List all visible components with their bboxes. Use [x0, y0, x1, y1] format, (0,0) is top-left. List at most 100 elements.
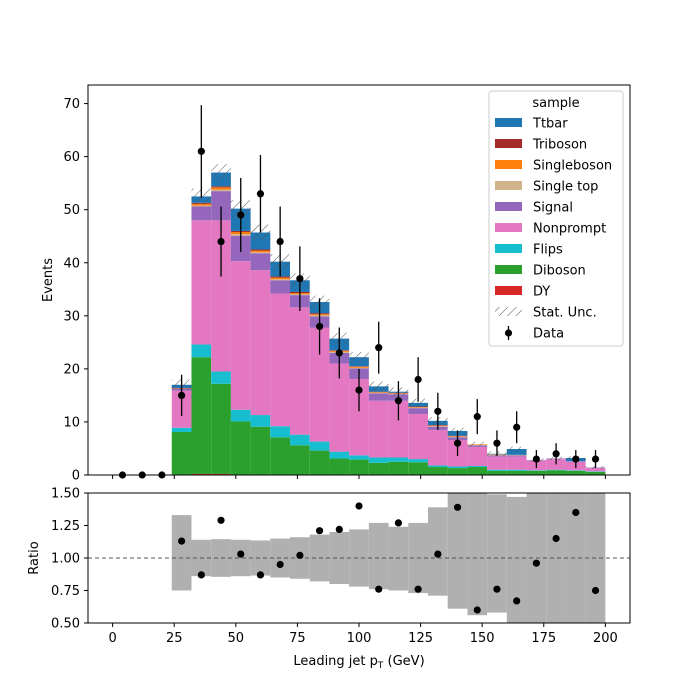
bar-nonprompt-24: [585, 468, 606, 472]
bar-singleboson-15: [408, 407, 428, 408]
data-point-13: [375, 344, 383, 352]
data-point-7: [256, 190, 265, 198]
bar-singleboson-7: [250, 250, 271, 253]
bar-triboson-8: [270, 276, 291, 278]
legend-frame: [488, 90, 624, 347]
ratio-point-15: [473, 606, 481, 614]
ratio-point-13: [434, 550, 442, 558]
stat-unc-12: [349, 351, 369, 363]
ratio-y-tick-label-0: 0.50: [51, 617, 80, 632]
ratio-band-11: [388, 526, 409, 591]
bar-single-top-12: [349, 367, 369, 369]
bar-nonprompt-7: [250, 270, 271, 416]
bar-nonprompt-18: [467, 446, 488, 466]
bar-nonprompt-16: [427, 429, 448, 466]
ratio-panel: 0.50 0.75 1.00 1.25 1.50 0 25 50 75 100 125 150 175…: [27, 487, 631, 671]
legend-label-1: Triboson: [532, 138, 587, 153]
bar-flips-4: [191, 344, 212, 358]
legend-label-2: Singleboson: [533, 159, 612, 174]
stat-unc-20: [506, 446, 527, 452]
ratio-point-20: [572, 508, 580, 517]
data-point-9: [296, 275, 304, 283]
data-point-6: [237, 211, 245, 219]
legend-label-10: Data: [533, 327, 564, 342]
data-point-10: [315, 322, 324, 331]
bar-single-top-15: [408, 407, 428, 409]
stat-unc-13: [368, 381, 389, 392]
bar-signal-4: [191, 206, 212, 221]
x-tick-label-6: 150: [470, 631, 495, 646]
legend-label-9: Stat. Unc.: [533, 306, 597, 321]
ratio-point-8: [335, 525, 343, 534]
bar-diboson-3: [171, 432, 192, 475]
legend-swatch-1: [495, 139, 522, 148]
ratio-point-7: [315, 527, 324, 535]
legend-label-7: Diboson: [533, 264, 586, 279]
bar-diboson-23: [565, 470, 586, 475]
ratio-band-4: [250, 540, 271, 576]
data-point-3: [178, 391, 186, 400]
legend-swatch-2: [495, 160, 522, 169]
legend-swatch-0: [495, 118, 522, 127]
legend-swatch-5: [495, 223, 522, 232]
main-panel: 0 10 20 30 40 50 60 70 Events: [41, 84, 631, 484]
bar-diboson-4: [191, 357, 212, 474]
ratio-point-6: [296, 551, 304, 560]
x-tick-label-0: 0: [108, 631, 116, 646]
bar-nonprompt-11: [329, 363, 350, 452]
data-point-19: [493, 439, 501, 447]
bar-diboson-5: [211, 383, 231, 474]
ratio-points: [178, 502, 600, 614]
y-tick-label-0: 0: [72, 469, 80, 484]
bar-nonprompt-20: [506, 456, 527, 470]
legend-label-4: Signal: [533, 201, 573, 216]
bar-flips-20: [506, 469, 527, 471]
bar-diboson-19: [487, 470, 507, 475]
ratio-band-17: [506, 496, 527, 623]
bar-singleboson-12: [349, 366, 369, 368]
legend-title: sample: [532, 96, 579, 111]
ratio-y-axis: 0.50 0.75 1.00 1.25 1.50: [51, 487, 88, 632]
bar-signal-5: [211, 191, 231, 221]
bar-flips-12: [349, 455, 369, 460]
y-tick-label-7: 70: [63, 97, 80, 112]
bar-nonprompt-6: [230, 261, 251, 410]
ratio-point-16: [493, 585, 501, 593]
data-point-20: [513, 423, 521, 431]
legend-swatch-3: [495, 181, 522, 190]
bar-flips-7: [250, 415, 271, 427]
bar-flips-17: [447, 466, 468, 469]
bar-signal-8: [270, 280, 291, 294]
ratio-band-10: [368, 522, 389, 590]
y-axis-label: Events: [41, 258, 56, 302]
bar-diboson-14: [388, 461, 409, 475]
legend-label-3: Single top: [533, 180, 598, 195]
bar-diboson-20: [506, 470, 527, 475]
data-point-5: [217, 237, 225, 246]
bar-diboson-10: [309, 450, 330, 475]
ratio-band-20: [565, 493, 586, 623]
ratio-band-14: [447, 493, 468, 609]
data-point-15: [414, 375, 422, 384]
bar-diboson-6: [230, 421, 251, 475]
data-point-23: [572, 455, 580, 463]
bar-singleboson-5: [211, 187, 231, 190]
x-tick-label-4: 100: [347, 631, 372, 646]
x-tick-label-7: 175: [531, 631, 556, 646]
y-tick-label-4: 40: [63, 256, 80, 271]
x-tick-label-1: 25: [166, 631, 183, 646]
x-tick-label-8: 200: [593, 631, 618, 646]
ratio-point-18: [532, 559, 540, 567]
bar-diboson-9: [290, 445, 310, 475]
ratio-point-5: [276, 560, 284, 569]
bar-diboson-17: [447, 468, 468, 475]
bar-flips-16: [427, 465, 448, 468]
legend-items: Ttbar Triboson Singleboson Single top Signal…: [495, 117, 612, 342]
data-point-16: [434, 407, 442, 415]
bar-signal-15: [408, 408, 428, 414]
bar-nonprompt-9: [290, 307, 310, 435]
bar-signal-7: [250, 253, 271, 271]
bar-diboson-13: [368, 462, 389, 475]
main-y-axis: 0 10 20 30 40 50 60 70: [63, 97, 88, 484]
